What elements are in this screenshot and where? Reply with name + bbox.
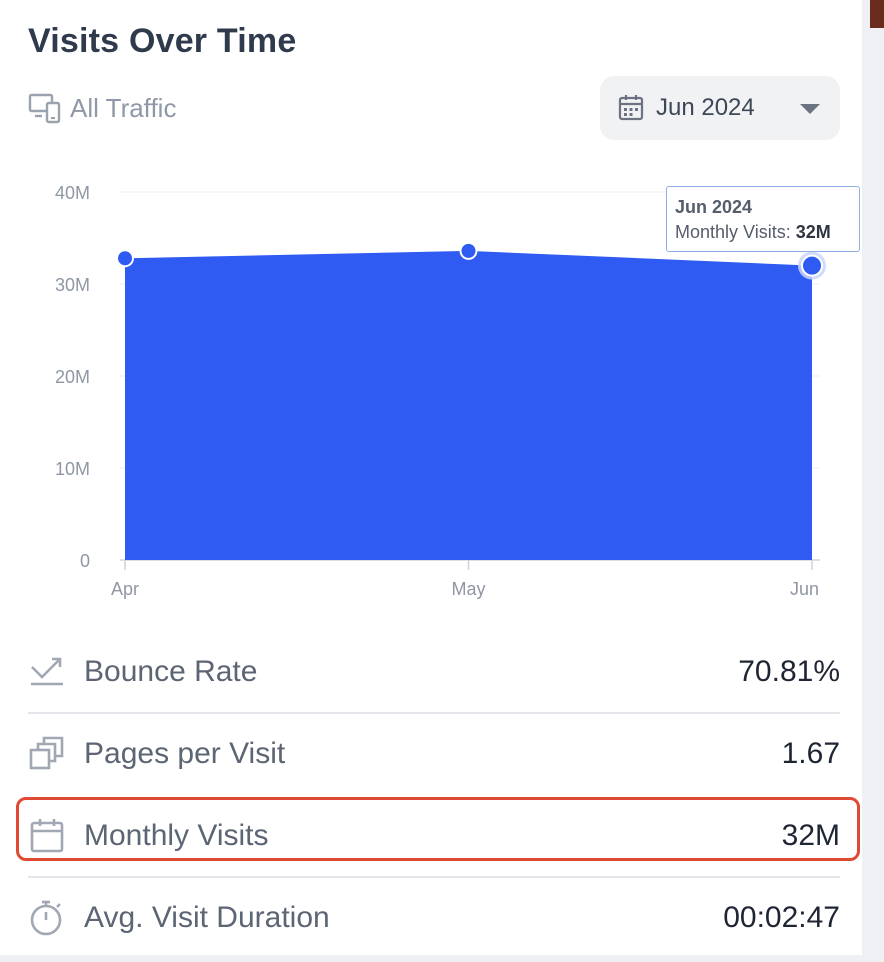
corner-accent [870, 0, 884, 28]
month-select[interactable]: Jun 2024 [600, 76, 840, 140]
x-tick-label: Jun [790, 579, 819, 599]
visits-chart: 0 10M 20M 30M 40M Apr May Jun [55, 183, 826, 599]
tooltip-value: 32M [795, 222, 831, 242]
devices-icon [28, 93, 61, 124]
tooltip-line: Monthly Visits: 32M [675, 219, 859, 245]
metric-divider [28, 876, 840, 878]
metric-bounce-rate: Bounce Rate 70.81% [28, 632, 840, 712]
data-point[interactable] [459, 241, 478, 260]
bottom-strip [0, 955, 884, 962]
data-point[interactable] [801, 254, 823, 277]
area-series [125, 250, 812, 560]
y-tick-label: 40M [55, 183, 90, 203]
y-tick-label: 30M [55, 275, 90, 295]
trend-icon [31, 657, 63, 686]
y-tick-label: 0 [80, 551, 90, 571]
widget-title: Visits Over Time [28, 22, 297, 60]
x-tick-label: May [451, 579, 485, 599]
tooltip-title: Jun 2024 [675, 197, 753, 217]
metric-value: 32M [781, 819, 840, 852]
metric-value: 1.67 [781, 737, 840, 770]
metric-pages-per-visit: Pages per Visit 1.67 [28, 714, 840, 794]
metric-divider [28, 712, 840, 714]
stopwatch-icon [30, 900, 62, 936]
page-gutter [862, 0, 884, 962]
tooltip-label: Monthly Visits: [675, 222, 791, 242]
calendar-icon [30, 819, 64, 853]
y-tick-label: 10M [55, 459, 90, 479]
y-tick-label: 20M [55, 367, 90, 387]
x-tick-label: Apr [111, 579, 139, 599]
metric-value: 00:02:47 [723, 901, 840, 934]
metric-label: Bounce Rate [84, 655, 258, 688]
traffic-label: All Traffic [70, 92, 177, 123]
traffic-filter[interactable]: All Traffic [28, 90, 176, 126]
pages-icon [29, 736, 64, 770]
metric-label: Pages per Visit [84, 737, 286, 770]
metric-value: 70.81% [738, 655, 840, 688]
visits-card: Visits Over Time All Traffic Jun 2024 0 1… [16, 22, 860, 958]
chevron-down-icon [800, 104, 820, 114]
data-point[interactable] [116, 249, 134, 268]
monthly-visits-highlight [16, 797, 860, 861]
chart-tooltip: Jun 2024 Monthly Visits: 32M [666, 186, 860, 252]
metric-monthly-visits: Monthly Visits 32M [28, 796, 840, 876]
metric-label: Monthly Visits [84, 819, 269, 852]
calendar-icon [618, 95, 644, 121]
metric-avg-visit-duration: Avg. Visit Duration 00:02:47 [28, 878, 840, 958]
metric-label: Avg. Visit Duration [84, 901, 330, 934]
month-select-value: Jun 2024 [656, 94, 755, 121]
